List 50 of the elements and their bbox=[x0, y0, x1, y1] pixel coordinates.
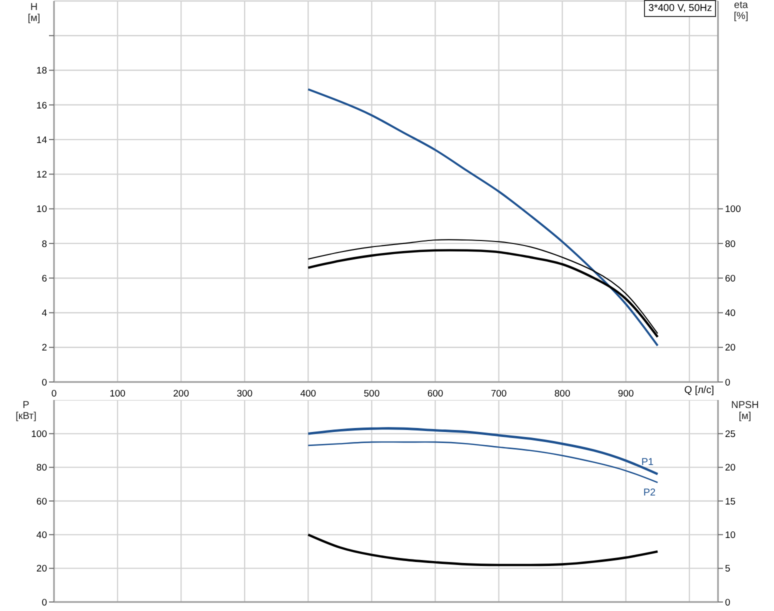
line-series bbox=[308, 441, 658, 484]
y-tick-label: 80 bbox=[36, 462, 47, 474]
x-tick-label: 800 bbox=[554, 388, 570, 400]
y2-tick-label: 10 bbox=[725, 530, 736, 542]
y-axis-title: P [кВт] bbox=[16, 400, 36, 422]
y-tick-label: 20 bbox=[36, 564, 47, 575]
x-tick-label: 400 bbox=[300, 388, 316, 400]
y-tick-label: 4 bbox=[42, 308, 47, 320]
x-tick-label: 200 bbox=[173, 388, 190, 400]
y-tick-label: 2 bbox=[42, 342, 47, 354]
x-tick-label: 700 bbox=[490, 388, 507, 400]
series-label: P1 bbox=[641, 457, 654, 468]
y2-axis-title: NPSH [м] bbox=[731, 400, 759, 422]
y2-tick-label: 25 bbox=[725, 429, 736, 440]
y2-tick-label: 80 bbox=[725, 238, 736, 250]
x-tick-label: 300 bbox=[236, 388, 253, 400]
y2-tick-label: 0 bbox=[725, 597, 730, 608]
line-series bbox=[307, 534, 659, 566]
chart-title: 3*400 V, 50Hz bbox=[644, 0, 716, 17]
y2-tick-label: 15 bbox=[725, 496, 736, 508]
y-tick-label: 14 bbox=[36, 134, 47, 146]
line-series bbox=[307, 88, 659, 347]
y2-tick-label: 60 bbox=[725, 273, 736, 284]
y-tick-label: 18 bbox=[36, 66, 47, 77]
x-tick-label: 100 bbox=[110, 388, 126, 400]
y2-axis-title: eta [%] bbox=[734, 0, 748, 22]
x-tick-label: 600 bbox=[427, 388, 444, 400]
y-tick-label: 0 bbox=[42, 377, 47, 388]
x-tick-label: 900 bbox=[618, 388, 634, 400]
y-tick-label: 0 bbox=[42, 597, 47, 608]
y2-tick-label: 5 bbox=[725, 564, 730, 575]
line-series bbox=[306, 427, 659, 476]
y2-tick-label: 20 bbox=[725, 462, 736, 474]
y-tick-label: 10 bbox=[36, 204, 47, 216]
y-tick-label: 40 bbox=[36, 530, 47, 542]
y2-tick-label: 100 bbox=[725, 204, 741, 216]
y2-tick-label: 0 bbox=[725, 377, 730, 388]
y2-tick-label: 40 bbox=[725, 308, 736, 320]
y-tick-label: 6 bbox=[42, 273, 47, 284]
x-tick-label: 0 bbox=[51, 388, 57, 400]
y-tick-label: 100 bbox=[31, 429, 47, 440]
y-axis-title: H [м] bbox=[28, 2, 40, 24]
y-tick-label: 60 bbox=[36, 496, 47, 508]
y-tick-label: 12 bbox=[36, 170, 47, 181]
x-axis-title: Q [л/с] bbox=[684, 385, 714, 396]
x-tick-label: 500 bbox=[364, 388, 380, 400]
y-tick-label: 8 bbox=[42, 238, 47, 250]
y-tick-label: 16 bbox=[36, 100, 47, 112]
y2-tick-label: 20 bbox=[725, 342, 736, 354]
series-label: P2 bbox=[643, 487, 656, 498]
